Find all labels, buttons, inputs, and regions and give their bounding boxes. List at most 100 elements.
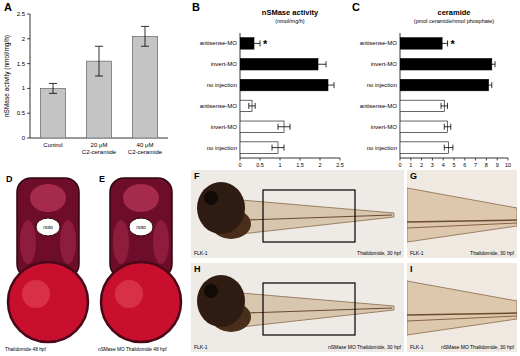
error-cap <box>495 61 496 67</box>
vessel <box>407 316 517 321</box>
error-line <box>278 126 290 127</box>
eye <box>204 284 218 298</box>
tail <box>241 293 394 327</box>
error-line <box>322 85 334 86</box>
x-tick <box>340 158 341 161</box>
error-line <box>437 43 448 44</box>
panel-label: B <box>192 1 200 13</box>
panel-label: E <box>99 174 105 184</box>
y-tick-label: 0 <box>22 135 26 141</box>
yolk-texture <box>22 280 50 308</box>
panel-label: G <box>410 171 417 181</box>
x-tick <box>240 158 241 161</box>
background <box>96 172 186 354</box>
error-line <box>489 64 495 65</box>
region-label: noto <box>43 224 53 230</box>
category-label: invert-MO <box>211 124 238 130</box>
error-bar <box>95 46 103 76</box>
error-cap <box>326 61 327 67</box>
x-tick <box>260 158 261 161</box>
error-line <box>248 43 260 44</box>
error-bar <box>444 145 453 151</box>
error-cap <box>441 103 442 109</box>
category-label: 40 μMC2-ceramide <box>128 142 163 155</box>
x-tick-label: 6 <box>463 162 466 168</box>
category-label: Control <box>43 142 62 148</box>
x-tick <box>464 158 465 161</box>
panel-label: H <box>194 264 201 274</box>
x-tick-label: 1.5 <box>296 162 304 168</box>
neural-tube <box>30 184 66 212</box>
category-label: antisense-MO <box>360 40 398 46</box>
background <box>3 172 93 354</box>
panel-label: C <box>352 1 360 13</box>
panel-label: I <box>410 264 413 274</box>
error-cap <box>49 93 57 94</box>
x-tick-label: 2 <box>318 162 321 168</box>
category-line: 40 μM <box>137 142 154 148</box>
bar <box>400 79 489 90</box>
error-bar <box>489 61 495 67</box>
error-cap <box>260 40 261 46</box>
error-cap <box>248 40 249 46</box>
stain-label: FLK-1 <box>410 344 424 350</box>
bar <box>400 121 448 132</box>
error-line <box>145 26 146 46</box>
error-cap <box>278 124 279 130</box>
tail <box>241 200 394 234</box>
x-tick <box>300 158 301 161</box>
error-bar <box>248 40 260 46</box>
error-bar <box>322 82 334 88</box>
x-tick-label: 3 <box>431 162 434 168</box>
error-line <box>272 147 284 148</box>
x-tick-label: 2.5 <box>336 162 344 168</box>
error-line <box>444 147 453 148</box>
category-label: antisense-MO <box>200 40 238 46</box>
micrograph: FLK-1Thalidomide, 30 hpfG <box>407 170 517 258</box>
category-label: invert-MO <box>371 124 398 130</box>
x-tick-label: 4 <box>442 162 445 168</box>
x-tick <box>400 158 401 161</box>
x-tick-label: 9 <box>496 162 499 168</box>
panel-label: F <box>194 171 200 181</box>
x-tick-label: 7 <box>474 162 477 168</box>
x-tick-label: 2 <box>420 162 423 168</box>
error-cap <box>447 103 448 109</box>
category-label: no injection <box>367 145 397 151</box>
y-axis <box>240 33 241 158</box>
y-axis-label: nSMase activity (nmol/mg/h) <box>3 35 11 117</box>
stain-label: FLK-1 <box>410 250 424 256</box>
bar <box>240 121 284 132</box>
bar <box>400 38 442 49</box>
inset-box <box>263 283 355 335</box>
y-tick <box>27 63 30 64</box>
title: nSMase activity <box>262 8 319 17</box>
y-tick <box>27 38 30 39</box>
error-line <box>249 105 255 106</box>
x-tick <box>280 158 281 161</box>
error-bar <box>49 83 57 93</box>
error-cap <box>141 26 149 27</box>
y-tick-label: 1.5 <box>17 61 26 67</box>
error-bar <box>437 40 448 46</box>
caption: Thalidomide 48 hpf <box>5 347 46 352</box>
error-cap <box>485 82 486 88</box>
error-cap <box>322 82 323 88</box>
error-line <box>310 64 326 65</box>
error-line <box>444 126 450 127</box>
x-tick-label: 1 <box>278 162 281 168</box>
neural-tube <box>123 184 159 212</box>
stain-label: FLK-1 <box>194 344 208 350</box>
muscle <box>153 220 169 264</box>
x-tick <box>508 158 509 161</box>
annotation: * <box>263 38 268 50</box>
bar <box>400 59 492 70</box>
caption: Thalidomide, 30 hpf <box>357 250 402 256</box>
plot-area <box>40 26 157 138</box>
head <box>197 275 245 327</box>
plot-area <box>400 38 495 154</box>
chart-c: Cceramide(pmol ceramide/nmol phosphate)0… <box>352 1 511 168</box>
x-tick-label: 0 <box>398 162 401 168</box>
micrograph: FLK-1nSMase MO Thalidomide, 30 hpfH <box>191 263 404 352</box>
bar <box>40 88 65 138</box>
